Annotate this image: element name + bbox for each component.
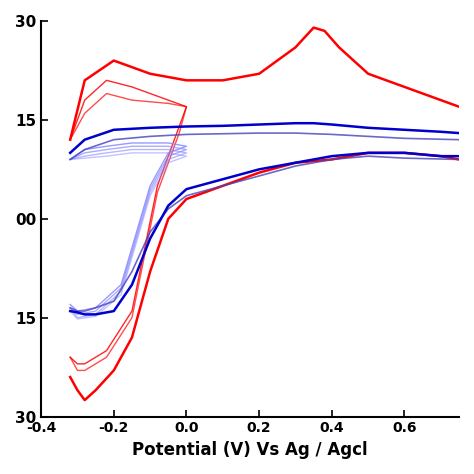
X-axis label: Potential (V) Vs Ag / Agcl: Potential (V) Vs Ag / Agcl — [132, 441, 368, 459]
